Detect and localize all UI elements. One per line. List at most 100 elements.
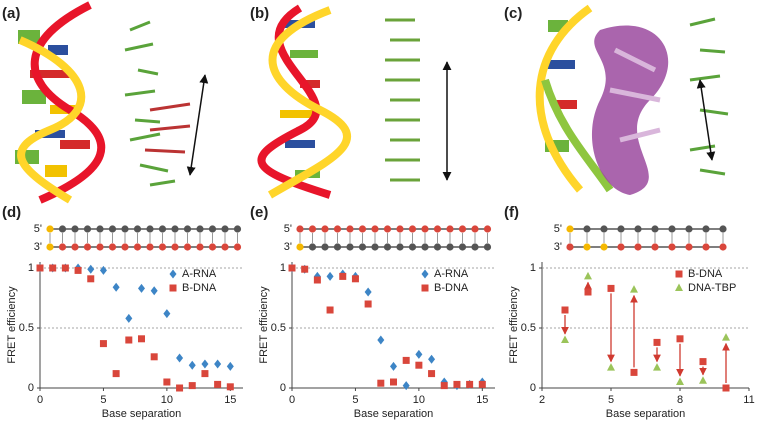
strand-base	[133, 243, 142, 251]
strand-base	[685, 225, 693, 233]
x-tick-label: 10	[413, 394, 425, 406]
strand-base	[421, 225, 429, 233]
legend-label: A-RNA	[182, 268, 217, 280]
x-tick-label: 5	[100, 394, 106, 406]
legend-label: A-RNA	[434, 268, 469, 280]
square-marker	[326, 306, 334, 314]
strand-base	[296, 243, 304, 251]
square-marker	[440, 382, 448, 390]
diamond-marker	[364, 287, 372, 297]
strand-base	[446, 243, 454, 251]
strand-base	[396, 225, 404, 233]
strand-base	[71, 243, 79, 251]
square-marker	[49, 264, 57, 272]
strand-base	[46, 243, 54, 251]
strand-base	[583, 225, 591, 233]
diamond-marker	[377, 335, 385, 345]
diamond-marker	[214, 359, 222, 369]
diamond-marker	[176, 353, 184, 363]
square-marker	[214, 380, 222, 388]
strand-base	[702, 225, 710, 233]
strand-base	[171, 243, 179, 251]
b-dna-helix	[257, 4, 452, 199]
triangle-marker	[653, 363, 661, 371]
diamond-marker	[428, 354, 436, 364]
diamond-marker	[138, 283, 145, 293]
square-marker	[112, 370, 120, 378]
strand-base	[83, 225, 92, 233]
strand-base	[196, 243, 204, 251]
strand-base	[458, 225, 467, 233]
square-marker	[176, 384, 184, 392]
strand-base	[121, 225, 129, 233]
strand-base	[383, 225, 392, 233]
strand-base	[617, 243, 625, 251]
square-marker	[150, 353, 158, 361]
square-marker	[402, 356, 410, 364]
square-marker	[415, 361, 423, 369]
strand-end-label: 3'	[284, 241, 292, 253]
square-marker	[36, 264, 44, 272]
legend-label: B-DNA	[688, 268, 723, 280]
x-tick-label: 10	[161, 394, 173, 406]
x-tick-label: 15	[476, 394, 488, 406]
x-tick-label: 5	[608, 394, 614, 406]
square-marker	[584, 288, 592, 296]
square-marker	[466, 380, 474, 388]
y-tick-label: 0	[530, 382, 536, 394]
strand-end-label: 3'	[34, 241, 42, 253]
square-marker	[351, 275, 359, 283]
x-axis-label: Base separation	[102, 408, 182, 420]
strand-base	[346, 225, 354, 233]
square-marker	[226, 383, 234, 391]
strand-base	[233, 225, 242, 233]
diamond-marker	[87, 264, 95, 274]
strand-base	[96, 225, 104, 233]
strand-base	[208, 243, 217, 251]
panel-label: (d)	[2, 204, 21, 221]
strand-base	[146, 225, 154, 233]
a-rna-helix	[15, 1, 209, 204]
diamond-marker	[201, 359, 209, 369]
y-axis-label: FRET efficiency	[258, 286, 270, 364]
strand-base	[371, 225, 379, 233]
strand-end-label: 5'	[34, 223, 42, 235]
strand-base	[183, 243, 192, 251]
diamond-marker	[415, 349, 423, 359]
strand-base	[321, 243, 329, 251]
strand-base	[651, 243, 659, 251]
x-tick-label: 8	[677, 394, 683, 406]
strand-base	[358, 225, 367, 233]
strand-base	[183, 225, 192, 233]
charts: 5' 3' 0 0.5 10 5 10 15 Base separation FRET effic…	[6, 223, 755, 420]
strand-base	[96, 243, 104, 251]
strand-base	[158, 243, 167, 251]
x-axis-label: Base separation	[354, 408, 434, 420]
strand-base	[108, 225, 117, 233]
strand-base	[121, 243, 129, 251]
square-marker	[74, 266, 82, 274]
square-marker	[87, 275, 95, 283]
molecular-illustrations	[15, 1, 729, 204]
y-tick-label: 0.5	[271, 322, 286, 334]
triangle-marker	[607, 363, 615, 371]
square-marker	[313, 276, 321, 284]
strand-base	[233, 243, 242, 251]
strand-base	[600, 243, 608, 251]
strand-base	[321, 225, 329, 233]
strand-base	[171, 225, 179, 233]
panel-label: (f)	[504, 204, 519, 221]
legend-marker	[675, 283, 683, 291]
x-tick-label: 5	[352, 394, 358, 406]
diamond-marker	[150, 286, 158, 296]
strand-base	[471, 243, 479, 251]
strand-base	[146, 243, 154, 251]
strand-base	[333, 243, 342, 251]
strand-base	[634, 225, 642, 233]
square-marker	[453, 380, 461, 388]
strand-base	[46, 225, 54, 233]
square-marker	[699, 358, 707, 366]
diamond-marker	[326, 271, 334, 281]
legend-marker	[675, 270, 683, 278]
legend-marker	[169, 284, 177, 292]
